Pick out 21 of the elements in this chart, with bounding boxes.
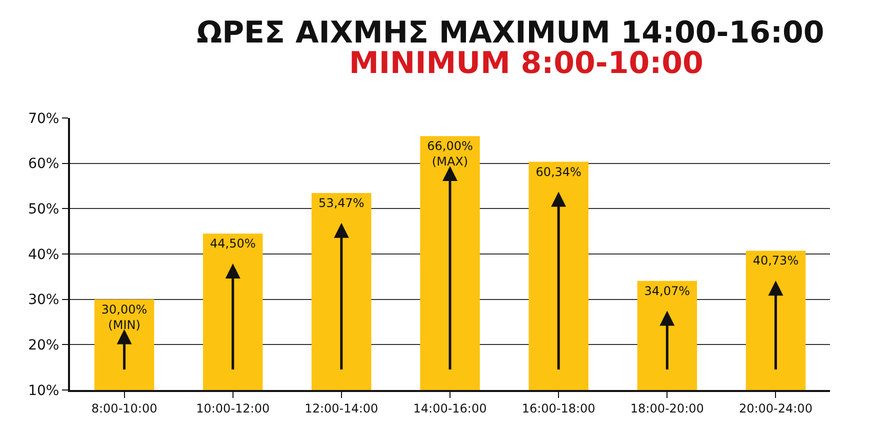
- y-tick-label: 30%: [28, 292, 60, 308]
- data-label: 40,73%: [752, 254, 799, 268]
- data-label: 34,07%: [644, 284, 690, 298]
- data-label: 60,34%: [536, 164, 582, 179]
- y-tick-label: 50%: [28, 202, 60, 218]
- data-label: 30,00% (MIN): [101, 302, 148, 332]
- x-tick-label: 14:00-16:00: [413, 401, 487, 416]
- x-tick-label: 10:00-12:00: [196, 401, 270, 416]
- x-tick-label: 8:00-10:00: [91, 401, 158, 416]
- y-tick-label: 40%: [28, 246, 60, 263]
- data-label: 44,50%: [210, 236, 256, 251]
- x-tick-label: 12:00-14:00: [304, 401, 378, 416]
- data-label: 53,47%: [318, 196, 364, 210]
- y-tick-label: 60%: [28, 156, 60, 172]
- y-tick-label: 20%: [28, 338, 60, 354]
- y-tick-label: 10%: [28, 382, 60, 399]
- x-tick-label: 18:00-20:00: [630, 401, 704, 416]
- data-label: 66,00% (MAX): [427, 139, 473, 169]
- y-tick-label: 70%: [28, 110, 60, 127]
- x-tick-label: 20:00-24:00: [738, 401, 812, 416]
- x-tick-label: 16:00-18:00: [522, 401, 596, 416]
